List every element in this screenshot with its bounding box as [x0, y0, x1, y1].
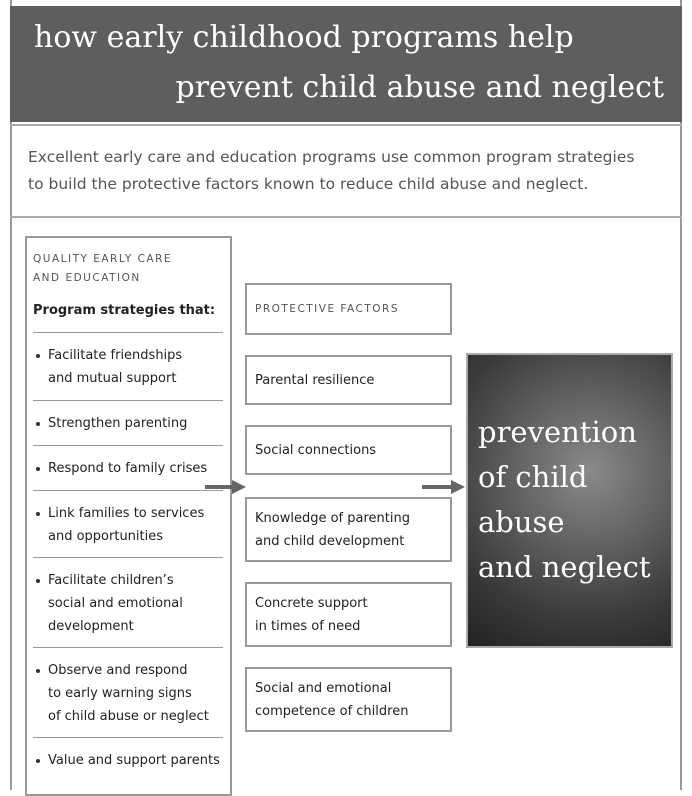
strategy-line: and opportunities: [48, 525, 163, 548]
separator: [33, 647, 223, 648]
separator: [33, 557, 223, 558]
strategy-line: Link families to services: [48, 502, 204, 525]
strategy-line: Value and support parents: [48, 749, 220, 772]
bullet: [36, 512, 40, 516]
separator: [33, 490, 223, 491]
factor-line: Concrete support: [255, 592, 368, 615]
intro-line: to build the protective factors known to…: [28, 175, 588, 193]
strategy-line: Facilitate friendships: [48, 344, 182, 367]
bullet: [36, 579, 40, 583]
strategies-label: QUALITY EARLY CARE: [33, 253, 172, 265]
strategies-heading: Program strategies that:: [33, 299, 215, 322]
arrow: [205, 485, 233, 489]
factor-line: Social and emotional: [255, 677, 391, 700]
separator: [33, 332, 223, 333]
factor-line: Knowledge of parenting: [255, 507, 410, 530]
separator: [33, 400, 223, 401]
arrow-head: [232, 480, 246, 494]
factor-line: and child development: [255, 530, 404, 553]
arrow: [422, 485, 452, 489]
bullet: [36, 354, 40, 358]
strategy-line: Facilitate children’s: [48, 569, 174, 592]
strategy-line: development: [48, 615, 134, 638]
factor-line: Parental resilience: [255, 369, 374, 392]
bullet: [36, 669, 40, 673]
strategy-line: and mutual support: [48, 367, 176, 390]
bullet: [36, 467, 40, 471]
separator: [33, 737, 223, 738]
strategy-line: Observe and respond: [48, 659, 188, 682]
outcome-line: of child: [478, 460, 587, 494]
outcome-line: abuse: [478, 505, 565, 539]
page: how early childhood programs help preven…: [0, 0, 692, 790]
strategy-line: of child abuse or neglect: [48, 705, 209, 728]
strategy-line: Respond to family crises: [48, 457, 207, 480]
bullet: [36, 759, 40, 763]
factors-label: PROTECTIVE FACTORS: [255, 303, 399, 315]
strategy-line: to early warning signs: [48, 682, 192, 705]
intro-band: [10, 124, 682, 218]
arrow-head: [451, 480, 465, 494]
separator: [33, 445, 223, 446]
title-line: how early childhood programs help: [34, 20, 574, 55]
factor-line: in times of need: [255, 615, 360, 638]
title-line: prevent child abuse and neglect: [176, 70, 665, 105]
strategy-line: Strengthen parenting: [48, 412, 187, 435]
bullet: [36, 422, 40, 426]
outcome-photo: [466, 353, 673, 648]
strategies-label: AND EDUCATION: [33, 272, 141, 284]
outcome-line: and neglect: [478, 550, 651, 584]
factor-line: competence of children: [255, 700, 408, 723]
strategy-line: social and emotional: [48, 592, 183, 615]
intro-line: Excellent early care and education progr…: [28, 148, 634, 166]
factor-line: Social connections: [255, 439, 376, 462]
outcome-line: prevention: [478, 415, 637, 449]
